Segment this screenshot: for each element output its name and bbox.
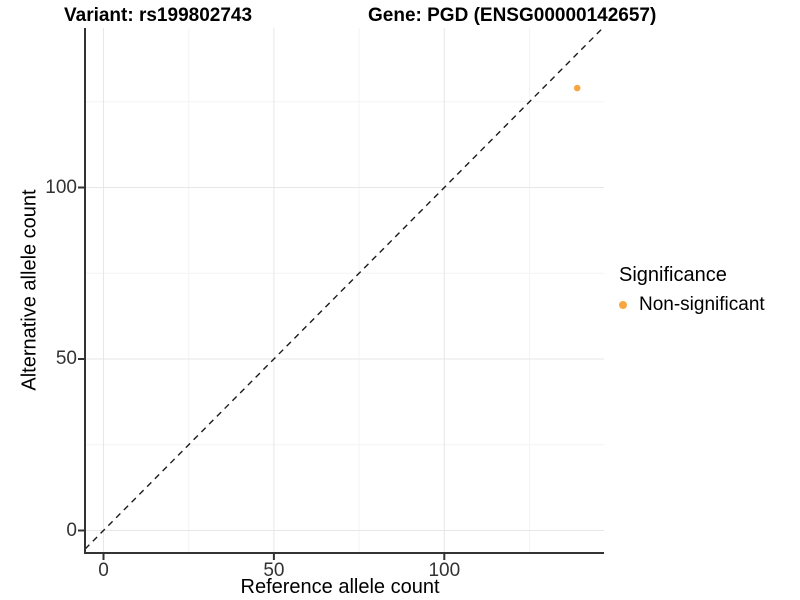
plot-title-gene: Gene: PGD (ENSG00000142657)	[368, 5, 657, 26]
identity-dashed-line	[84, 27, 604, 550]
x-tick-label: 100	[428, 560, 461, 581]
y-tick-label: 100	[45, 176, 77, 198]
legend-title: Significance	[619, 264, 727, 286]
y-tick-label: 50	[55, 348, 77, 369]
legend-item: Non-significant	[619, 294, 765, 316]
y-tick-label: 0	[66, 519, 77, 541]
plot-title-variant: Variant: rs199802743	[64, 5, 253, 26]
y-axis-label: Alternative allele count	[18, 189, 41, 391]
legend-item-label: Non-significant	[639, 294, 765, 315]
legend-swatch-dot-icon	[619, 301, 627, 309]
data-point	[573, 84, 581, 92]
x-axis-label: Reference allele count	[240, 576, 440, 598]
legend: Significance Non-significant	[619, 264, 765, 316]
x-tick-label: 50	[263, 560, 285, 581]
x-tick-label: 0	[98, 560, 109, 581]
